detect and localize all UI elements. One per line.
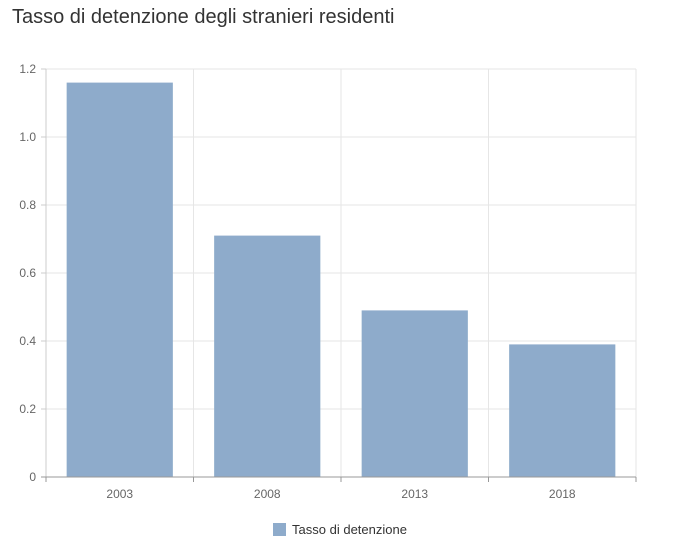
x-tick-label: 2018	[549, 487, 576, 501]
bars	[66, 82, 616, 477]
x-tick-label: 2008	[254, 487, 281, 501]
axes	[41, 68, 637, 482]
y-tick-label: 0.4	[19, 334, 36, 348]
y-tick-label: 0.6	[19, 266, 36, 280]
legend-label: Tasso di detenzione	[292, 522, 407, 537]
gridlines	[46, 68, 637, 477]
y-tick-label: 0.8	[19, 198, 36, 212]
bar-2008	[214, 235, 321, 477]
bar-2013	[361, 310, 468, 477]
x-tick-label: 2013	[401, 487, 428, 501]
tick-labels: 0 0.2 0.4 0.6 0.8 1.0 1.2 2003 2008 2013 2018	[19, 62, 576, 501]
y-tick-label: 1.2	[19, 62, 36, 76]
chart-title: Tasso di detenzione degli stranieri resi…	[12, 6, 395, 28]
legend-swatch	[273, 523, 287, 536]
bar-2018	[509, 344, 616, 477]
x-tick-label: 2003	[106, 487, 133, 501]
legend: Tasso di detenzione	[0, 522, 680, 537]
bar-2003	[66, 82, 173, 477]
y-tick-label: 0	[29, 470, 36, 484]
y-tick-label: 1.0	[19, 130, 36, 144]
y-tick-label: 0.2	[19, 402, 36, 416]
